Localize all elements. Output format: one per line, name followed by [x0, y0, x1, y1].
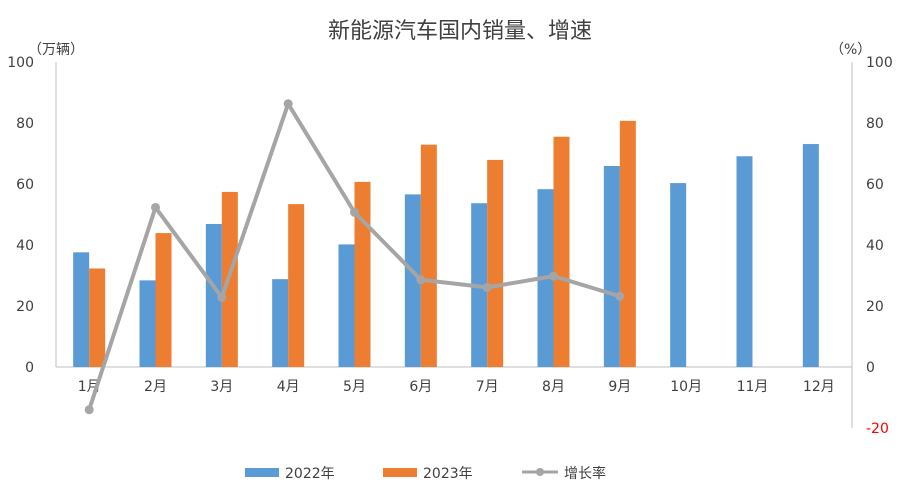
bar-2022年-4月[interactable] [272, 279, 289, 367]
bar-2023年-2月[interactable] [155, 233, 172, 367]
growth-point-4月[interactable] [283, 99, 293, 109]
x-tick-label: 4月 [277, 379, 300, 395]
growth-point-1月[interactable] [84, 405, 94, 415]
bar-2022年-2月[interactable] [139, 280, 156, 367]
legend-label-2022: 2022年 [285, 466, 335, 482]
legend-marker-growth [536, 468, 544, 476]
x-tick-label: 5月 [343, 379, 366, 395]
left-tick-label: 0 [25, 360, 34, 376]
x-tick-label: 6月 [409, 379, 432, 395]
x-tick-label: 3月 [210, 379, 233, 395]
bar-2023年-1月[interactable] [89, 268, 106, 367]
bar-2023年-6月[interactable] [420, 144, 437, 367]
left-tick-label: 100 [7, 55, 34, 71]
bar-2023年-5月[interactable] [354, 181, 371, 367]
x-tick-label: 7月 [476, 379, 499, 395]
right-axis-ticks: -20 0 20 40 60 80 100 [866, 55, 893, 437]
x-axis-ticks: 1月 2月 3月 4月 5月 6月 7月 8月 9月 10月 11月 12月 [78, 379, 835, 395]
left-tick-label: 40 [16, 238, 34, 254]
line-series [84, 99, 625, 415]
bar-2022年-10月[interactable] [670, 183, 687, 367]
left-axis-ticks: 0 20 40 60 80 100 [7, 55, 34, 376]
chart-title: 新能源汽车国内销量、增速 [328, 19, 592, 44]
right-tick-label: 80 [866, 116, 884, 132]
bar-2023年-4月[interactable] [288, 204, 305, 367]
left-axis-unit: （万辆） [28, 42, 84, 58]
x-tick-label: 11月 [737, 379, 769, 395]
growth-point-8月[interactable] [549, 271, 558, 281]
left-tick-label: 20 [16, 299, 34, 315]
growth-point-3月[interactable] [217, 292, 227, 302]
right-tick-label: 100 [866, 55, 893, 71]
legend-swatch-2022 [245, 468, 279, 477]
bar-2022年-11月[interactable] [736, 156, 753, 367]
bar-2023年-9月[interactable] [619, 120, 636, 368]
legend-swatch-2023 [383, 468, 417, 477]
bar-2022年-1月[interactable] [73, 252, 90, 367]
growth-point-7月[interactable] [482, 282, 492, 292]
x-tick-label: 10月 [670, 379, 702, 395]
x-tick-label: 2月 [144, 379, 167, 395]
legend-label-2023: 2023年 [423, 466, 473, 482]
legend: 2022年 2023年 增长率 [245, 465, 606, 482]
legend-item-growth[interactable]: 增长率 [522, 465, 606, 482]
left-tick-label: 60 [16, 177, 34, 193]
right-tick-label: 20 [866, 299, 884, 315]
growth-point-5月[interactable] [350, 207, 359, 217]
right-axis-unit: （%） [830, 42, 871, 58]
legend-item-2022[interactable]: 2022年 [245, 466, 335, 482]
left-tick-label: 80 [16, 116, 34, 132]
bar-2022年-3月[interactable] [205, 223, 222, 367]
bar-2022年-6月[interactable] [404, 194, 421, 367]
bar-2022年-12月[interactable] [802, 144, 819, 367]
growth-point-2月[interactable] [151, 202, 160, 212]
x-tick-label: 8月 [542, 379, 565, 395]
bar-2023年-7月[interactable] [487, 159, 504, 367]
x-tick-label: 12月 [803, 379, 835, 395]
bar-2022年-5月[interactable] [338, 244, 355, 367]
growth-point-9月[interactable] [615, 291, 625, 301]
right-tick-label: 0 [866, 360, 875, 376]
x-tick-label: 9月 [608, 379, 631, 395]
bar-series [73, 120, 819, 368]
right-tick-label: 60 [866, 177, 884, 193]
bar-2022年-9月[interactable] [603, 166, 620, 367]
legend-item-2023[interactable]: 2023年 [383, 466, 473, 482]
right-tick-label: -20 [866, 421, 889, 437]
growth-point-6月[interactable] [416, 275, 426, 285]
right-tick-label: 40 [866, 238, 884, 254]
bar-2023年-8月[interactable] [553, 136, 570, 367]
legend-label-growth: 增长率 [564, 465, 606, 482]
